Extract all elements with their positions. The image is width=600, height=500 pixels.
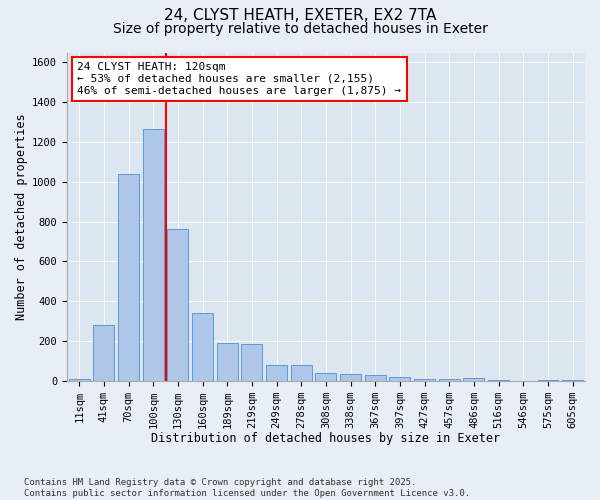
Bar [365,374,386,380]
Bar [241,344,262,381]
X-axis label: Distribution of detached houses by size in Exeter: Distribution of detached houses by size … [151,432,500,445]
Bar [291,364,312,380]
Text: Size of property relative to detached houses in Exeter: Size of property relative to detached ho… [113,22,487,36]
Bar [340,374,361,380]
Text: 24 CLYST HEATH: 120sqm
← 53% of detached houses are smaller (2,155)
46% of semi-: 24 CLYST HEATH: 120sqm ← 53% of detached… [77,62,401,96]
Bar [167,230,188,380]
Bar [266,364,287,380]
Bar [439,379,460,380]
Bar [94,325,115,380]
Bar [414,378,435,380]
Bar [389,376,410,380]
Bar [118,174,139,380]
Bar [316,372,337,380]
Text: 24, CLYST HEATH, EXETER, EX2 7TA: 24, CLYST HEATH, EXETER, EX2 7TA [164,8,436,22]
Text: Contains HM Land Registry data © Crown copyright and database right 2025.
Contai: Contains HM Land Registry data © Crown c… [24,478,470,498]
Bar [143,129,164,380]
Bar [192,313,213,380]
Y-axis label: Number of detached properties: Number of detached properties [15,113,28,320]
Bar [463,378,484,380]
Bar [69,379,90,380]
Bar [217,343,238,380]
